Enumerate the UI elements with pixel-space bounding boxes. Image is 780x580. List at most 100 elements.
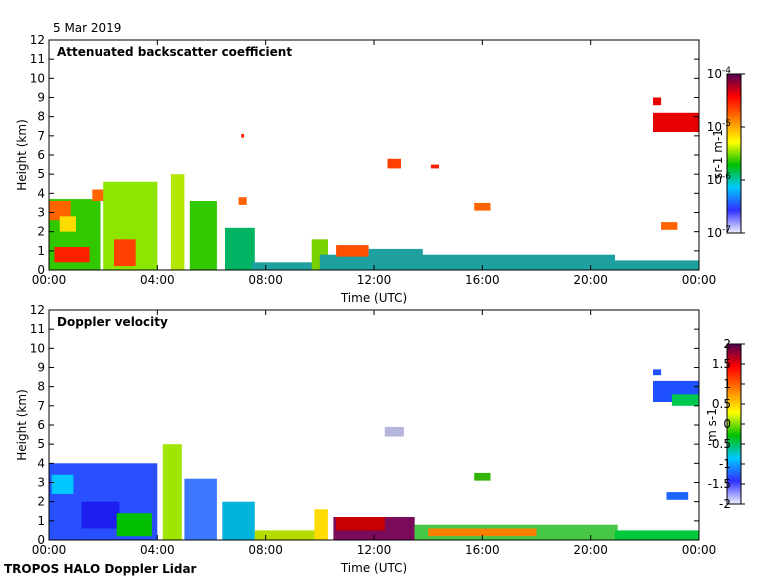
backscatter-signal-region <box>252 262 320 270</box>
backscatter-x-tick-label: 16:00 <box>465 273 500 287</box>
doppler-signal-region <box>653 369 662 376</box>
backscatter-signal-region <box>189 201 217 270</box>
backscatter-signal-region <box>225 227 255 270</box>
backscatter-signal-region <box>430 164 439 169</box>
backscatter-y-tick-label: 0 <box>37 263 45 277</box>
backscatter-x-tick-label: 04:00 <box>140 273 175 287</box>
backscatter-signal-region <box>368 248 423 265</box>
footer-label: TROPOS HALO Doppler Lidar <box>4 562 197 576</box>
backscatter-signal-region <box>387 158 401 169</box>
backscatter-colorbar <box>726 73 742 234</box>
doppler-y-tick-label: 8 <box>37 380 45 394</box>
doppler-signal-region <box>428 528 537 537</box>
backscatter-signal-region <box>653 112 699 132</box>
backscatter-regions <box>49 97 699 270</box>
backscatter-y-tick-label: 12 <box>30 33 45 47</box>
doppler-signal-region <box>336 517 385 531</box>
backscatter-y-tick-label: 10 <box>30 71 45 85</box>
doppler-x-tick-label: 00:00 <box>32 543 67 557</box>
doppler-y-tick-label: 0 <box>37 533 45 547</box>
backscatter-signal-region <box>170 174 185 270</box>
doppler-x-label: Time (UTC) <box>340 561 407 575</box>
doppler-signal-region <box>51 474 74 494</box>
doppler-y-tick-label: 7 <box>37 399 45 413</box>
backscatter-x-tick-label: 12:00 <box>357 273 392 287</box>
doppler-colorbar-tick-label: 1 <box>723 377 731 391</box>
doppler-colorbar-ticks: -2 -1.5 -1 -0.5 0 0.5 1 1.5 2 <box>708 337 745 511</box>
backscatter-signal-region <box>653 97 662 106</box>
backscatter-x-ticks: 00:00 04:00 08:00 12:00 16:00 20:00 00:00 <box>32 40 717 287</box>
backscatter-signal-region <box>59 216 76 232</box>
doppler-y-tick-label: 11 <box>30 322 45 336</box>
date-label: 5 Mar 2019 <box>53 21 121 35</box>
backscatter-y-tick-label: 11 <box>30 52 45 66</box>
backscatter-signal-region <box>92 189 114 201</box>
doppler-x-tick-label: 16:00 <box>465 543 500 557</box>
backscatter-title: Attenuated backscatter coefficient <box>57 45 292 59</box>
backscatter-x-label: Time (UTC) <box>340 291 407 305</box>
doppler-y-label: Height (km) <box>15 389 29 460</box>
doppler-y-tick-label: 12 <box>30 303 45 317</box>
doppler-y-tick-label: 5 <box>37 437 45 451</box>
doppler-colorbar-tick-label: -1.5 <box>708 477 731 491</box>
backscatter-y-tick-label: 3 <box>37 206 45 220</box>
doppler-x-tick-label: 20:00 <box>573 543 608 557</box>
backscatter-y-tick-label: 4 <box>37 186 45 200</box>
doppler-signal-region <box>615 530 699 540</box>
backscatter-y-tick-label: 8 <box>37 110 45 124</box>
doppler-signal-region <box>474 472 491 481</box>
doppler-x-tick-label: 12:00 <box>357 543 392 557</box>
backscatter-signal-region <box>114 239 136 267</box>
doppler-y-tick-label: 2 <box>37 495 45 509</box>
backscatter-x-tick-label: 00:00 <box>32 273 67 287</box>
doppler-colorbar-tick-label: 2 <box>723 337 731 351</box>
doppler-signal-region <box>116 513 152 537</box>
backscatter-signal-region <box>241 133 244 138</box>
doppler-signal-region <box>254 530 326 540</box>
doppler-colorbar-tick-label: 1.5 <box>712 357 731 371</box>
backscatter-signal-region <box>615 260 699 270</box>
doppler-y-tick-label: 6 <box>37 418 45 432</box>
doppler-regions <box>49 369 699 540</box>
backscatter-y-tick-label: 6 <box>37 148 45 162</box>
backscatter-signal-region <box>54 247 90 263</box>
doppler-colorbar-tick-label: 0.5 <box>712 397 731 411</box>
doppler-signal-region <box>184 478 217 540</box>
backscatter-y-tick-label: 7 <box>37 129 45 143</box>
backscatter-y-tick-label: 2 <box>37 225 45 239</box>
doppler-title: Doppler velocity <box>57 315 168 329</box>
doppler-y-tick-label: 4 <box>37 456 45 470</box>
doppler-x-tick-label: 04:00 <box>140 543 175 557</box>
backscatter-x-tick-label: 00:00 <box>682 273 717 287</box>
doppler-colorbar-tick-label: 0 <box>723 417 731 431</box>
doppler-x-ticks: 00:00 04:00 08:00 12:00 16:00 20:00 00:00 <box>32 310 716 557</box>
backscatter-colorbar-tick-label: 10-7 <box>707 225 731 240</box>
backscatter-y-tick-label: 9 <box>37 91 45 105</box>
backscatter-x-tick-label: 20:00 <box>573 273 608 287</box>
doppler-plot-area <box>49 310 699 540</box>
doppler-signal-region <box>222 501 255 540</box>
doppler-colorbar-tick-label: -1 <box>719 457 731 471</box>
backscatter-signal-region <box>336 245 369 257</box>
doppler-signal-region <box>384 426 404 437</box>
doppler-colorbar-tick-label: -2 <box>719 497 731 511</box>
doppler-signal-region <box>666 492 689 500</box>
doppler-signal-region <box>81 501 120 529</box>
doppler-signal-region <box>162 444 182 540</box>
backscatter-signal-region <box>474 202 491 211</box>
backscatter-signal-region <box>661 222 678 230</box>
backscatter-signal-region <box>319 254 615 270</box>
backscatter-y-label: Height (km) <box>15 119 29 190</box>
backscatter-signal-region <box>238 197 247 205</box>
doppler-y-tick-label: 3 <box>37 476 45 490</box>
backscatter-x-tick-label: 08:00 <box>248 273 283 287</box>
backscatter-y-tick-label: 5 <box>37 167 45 181</box>
doppler-signal-region <box>314 509 328 540</box>
doppler-y-tick-label: 10 <box>30 341 45 355</box>
backscatter-colorbar-label: sr-1 m-1 <box>711 129 725 179</box>
